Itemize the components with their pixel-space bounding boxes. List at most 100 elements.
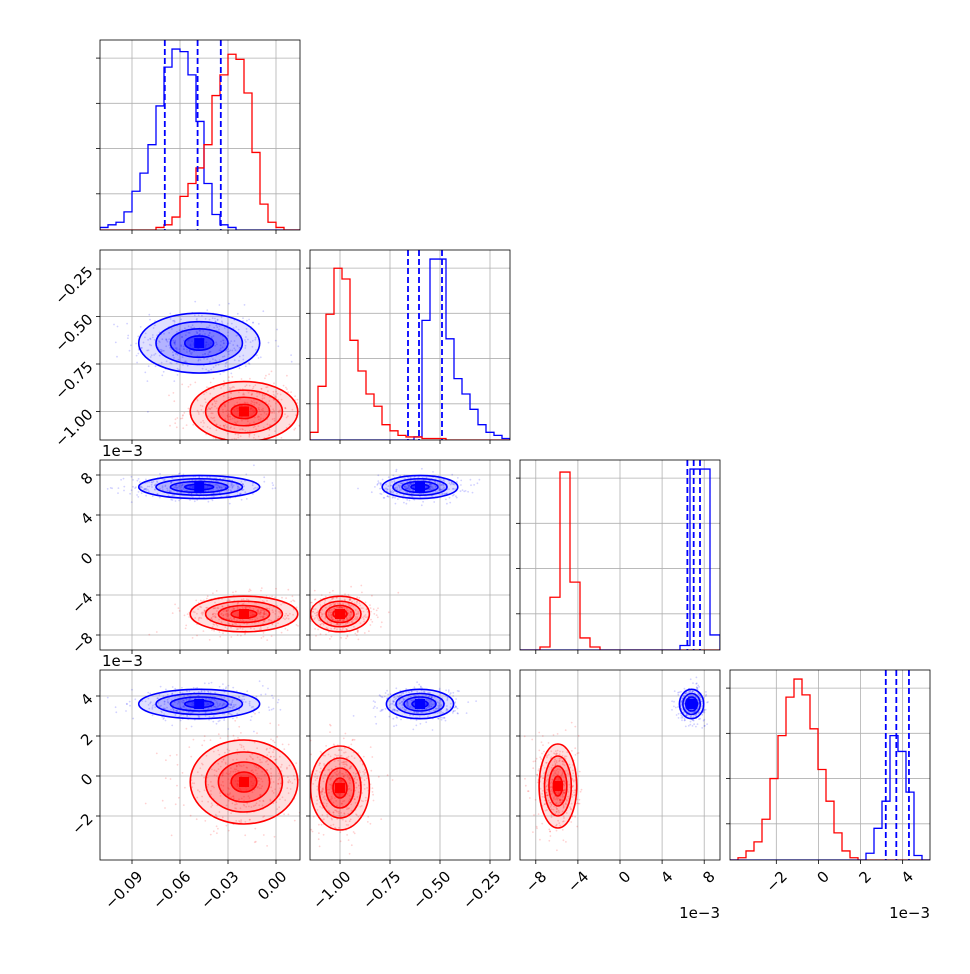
scatter-point	[263, 481, 265, 483]
scatter-point	[174, 604, 176, 606]
scatter-point	[95, 485, 97, 487]
scatter-point	[123, 486, 125, 488]
scatter-point	[294, 428, 296, 430]
scatter-point	[406, 499, 408, 501]
scatter-point	[130, 344, 132, 346]
scatter-point	[449, 497, 451, 499]
scatter-point	[350, 586, 352, 588]
scatter-point	[421, 468, 423, 470]
scatter-point	[175, 500, 177, 502]
scatter-point	[219, 636, 221, 638]
scatter-point	[320, 633, 322, 635]
scatter-point	[240, 732, 242, 734]
scatter-point	[374, 706, 376, 708]
scatter-point	[201, 744, 203, 746]
scatter-point	[374, 486, 376, 488]
scatter-point	[117, 492, 119, 494]
scatter-point	[285, 597, 287, 599]
scatter-point	[169, 755, 171, 757]
scatter-point	[259, 440, 261, 442]
scatter-point	[361, 592, 363, 594]
scatter-point	[240, 635, 242, 637]
scatter-point	[311, 602, 313, 604]
scatter-point	[449, 502, 451, 504]
scatter-point	[302, 615, 304, 617]
scatter-point	[678, 717, 680, 719]
scatter-point	[288, 814, 290, 816]
histogram-series-1	[100, 49, 300, 230]
scatter-point	[269, 723, 271, 725]
scatter-point	[308, 419, 310, 421]
scatter-point	[213, 371, 215, 373]
scatter-point	[680, 715, 682, 717]
scatter-point	[239, 367, 241, 369]
scatter-point	[696, 677, 698, 679]
scatter-point	[396, 716, 398, 718]
scatter-point	[387, 774, 389, 776]
scatter-point	[363, 756, 365, 758]
scatter-point	[233, 735, 235, 737]
scatter-point	[127, 335, 129, 337]
scatter-point	[318, 824, 320, 826]
scatter-point	[671, 700, 673, 702]
scatter-point	[262, 685, 264, 687]
scatter-point	[118, 487, 120, 489]
scatter-point	[314, 628, 316, 630]
scatter-point	[275, 340, 277, 342]
scatter-point	[682, 717, 684, 719]
scatter-point	[450, 692, 452, 694]
scatter-point	[228, 376, 230, 378]
scatter-point	[131, 689, 133, 691]
scatter-point	[698, 686, 700, 688]
scatter-point	[265, 375, 267, 377]
scatter-point	[272, 740, 274, 742]
scatter-point	[373, 613, 375, 615]
scatter-point	[152, 715, 154, 717]
scatter-point	[678, 713, 680, 715]
scatter-point	[219, 449, 221, 451]
scatter-point	[358, 639, 360, 641]
scatter-point	[206, 309, 208, 311]
scatter-point	[294, 820, 296, 822]
scatter-point	[107, 697, 109, 699]
scatter-point	[223, 451, 225, 453]
scatter-point	[228, 685, 230, 687]
scatter-point	[254, 828, 256, 830]
scatter-point	[252, 322, 254, 324]
scatter-point	[222, 632, 224, 634]
scatter-point	[678, 691, 680, 693]
scatter-point	[194, 382, 196, 384]
scatter-point	[377, 474, 379, 476]
scatter-point	[354, 833, 356, 835]
scatter-point	[141, 492, 143, 494]
scatter-point	[323, 834, 325, 836]
scatter-point	[137, 480, 139, 482]
scatter-point	[283, 385, 285, 387]
scatter-point	[479, 479, 481, 481]
scatter-point	[223, 380, 225, 382]
scatter-point	[290, 630, 292, 632]
scatter-point	[193, 739, 195, 741]
scatter-point	[389, 716, 391, 718]
scatter-point	[465, 490, 467, 492]
scatter-point	[295, 762, 297, 764]
scatter-point	[183, 804, 185, 806]
scatter-point	[237, 313, 239, 315]
scatter-point	[354, 633, 356, 635]
scatter-point	[457, 708, 459, 710]
scatter-point	[475, 700, 477, 702]
scatter-point	[330, 725, 332, 727]
scatter-point	[113, 324, 115, 326]
scatter-point	[387, 694, 389, 696]
scatter-point	[382, 709, 384, 711]
scatter-point	[273, 862, 275, 864]
scatter-point	[225, 686, 227, 688]
scatter-point	[393, 725, 395, 727]
scatter-point	[176, 426, 178, 428]
scatter-point	[161, 375, 163, 377]
scatter-point	[162, 718, 164, 720]
scatter-point	[115, 706, 117, 708]
scatter-point	[695, 683, 697, 685]
scatter-point	[208, 683, 210, 685]
scatter-point	[246, 498, 248, 500]
